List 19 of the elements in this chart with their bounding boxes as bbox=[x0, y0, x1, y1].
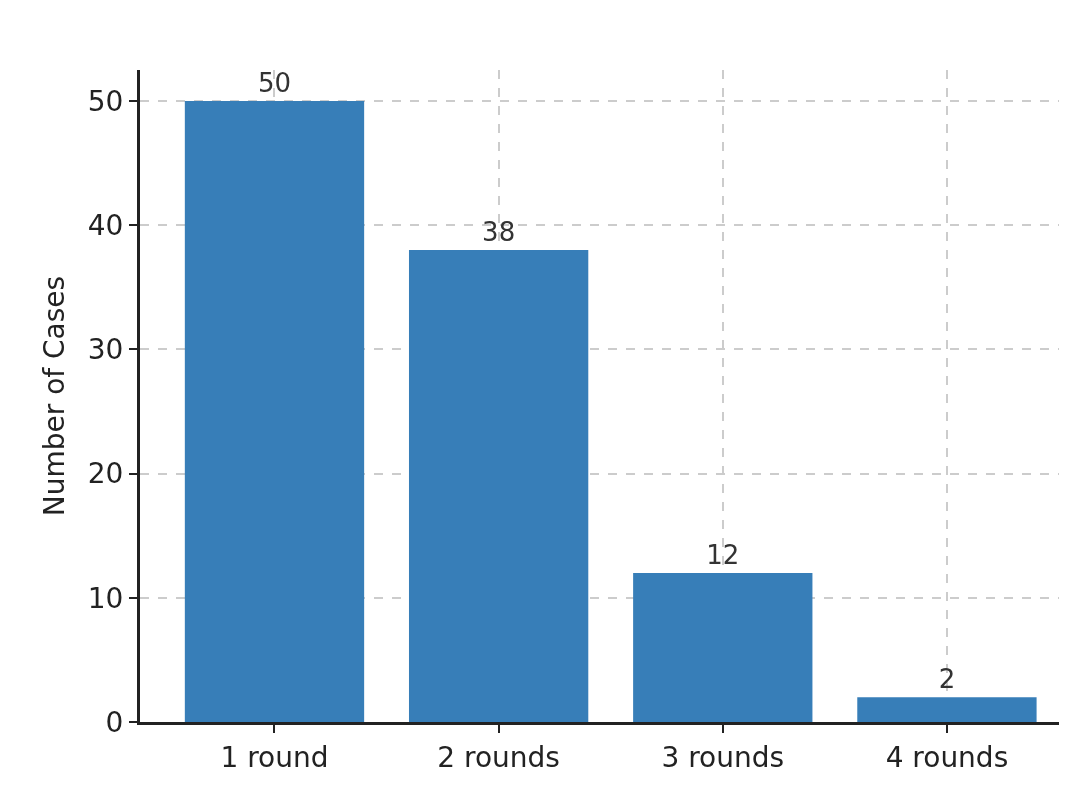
y-tick-label: 0 bbox=[105, 705, 124, 739]
bar bbox=[857, 697, 1037, 722]
bar bbox=[184, 101, 365, 722]
y-tick-label: 30 bbox=[87, 333, 124, 367]
bar bbox=[408, 250, 589, 722]
y-tick-label: 50 bbox=[87, 84, 124, 118]
y-axis-title: Number of Cases bbox=[38, 275, 72, 517]
data-label: 2 bbox=[938, 664, 956, 695]
x-tick-label: 4 rounds bbox=[885, 740, 1009, 774]
y-tick-label: 20 bbox=[87, 457, 124, 491]
data-label: 12 bbox=[706, 539, 740, 570]
y-tick-label: 40 bbox=[87, 209, 124, 243]
data-label: 38 bbox=[482, 217, 516, 248]
x-tick-label: 2 rounds bbox=[437, 740, 560, 774]
bar bbox=[633, 572, 813, 722]
data-label: 50 bbox=[257, 68, 292, 99]
y-tick-label: 10 bbox=[87, 581, 124, 615]
x-tick-label: 1 round bbox=[220, 740, 329, 774]
x-tick-label: 3 rounds bbox=[661, 740, 785, 774]
